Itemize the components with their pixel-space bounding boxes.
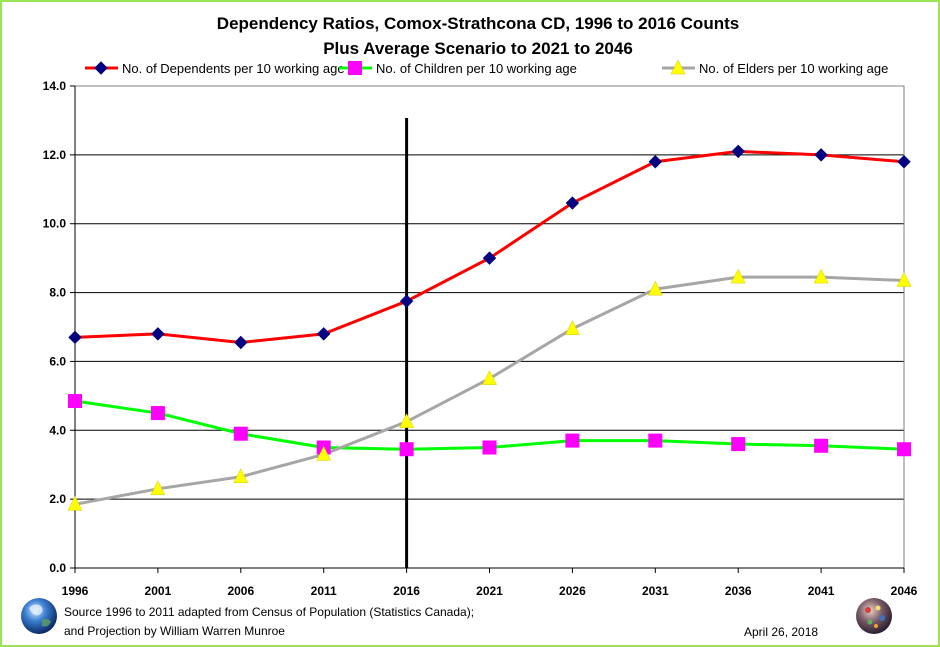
legend-label-0: No. of Dependents per 10 working age: [122, 61, 345, 76]
x-tick-label-2011: 2011: [311, 584, 337, 598]
chart-subtitle: Plus Average Scenario to 2021 to 2046: [323, 39, 633, 58]
series-1-point-2016: [399, 442, 414, 457]
y-tick-label-7: 14.0: [43, 79, 67, 93]
x-tick-label-2021: 2021: [476, 584, 503, 598]
date-stamp: April 26, 2018: [744, 625, 818, 639]
chart-title: Dependency Ratios, Comox-Strathcona CD, …: [217, 14, 739, 33]
mosaic-sphere-icon: [856, 598, 892, 634]
x-tick-label-2006: 2006: [227, 584, 254, 598]
series-2-point-2016: [399, 413, 415, 428]
series-line-2: [74, 275, 905, 506]
y-tick-label-5: 10.0: [43, 217, 67, 231]
x-tick-label-2036: 2036: [725, 584, 752, 598]
series-line-0: [74, 149, 905, 344]
series-2-point-2036: [730, 268, 746, 284]
legend-marker-2: [670, 59, 686, 75]
y-tick-label-2: 4.0: [49, 423, 66, 437]
legend-label-1: No. of Children per 10 working age: [376, 61, 577, 76]
series-1-point-2041: [814, 438, 829, 453]
earth-globe-icon: [21, 598, 57, 634]
series-1-point-2026: [565, 433, 580, 448]
x-tick-label-2001: 2001: [145, 584, 172, 598]
series-2-point-2026: [564, 320, 580, 335]
y-tick-label-1: 2.0: [49, 492, 66, 506]
source-line-1: Source 1996 to 2011 adapted from Census …: [64, 605, 474, 619]
x-tick-label-2031: 2031: [642, 584, 669, 598]
plot-area: 0.0 2.0 4.0 6.0 8.0 10.0 12.0 14.0 1996 2001 2006 2…: [43, 79, 918, 598]
series-2-point-2011: [316, 445, 332, 461]
series-0-point-2026: [565, 196, 580, 210]
series-0-point-2046: [897, 155, 911, 169]
series-0-point-2016: [399, 294, 414, 308]
series-1-point-2001: [150, 406, 165, 421]
legend: No. of Dependents per 10 working age No. …: [85, 59, 888, 76]
x-tick-label-1996: 1996: [62, 584, 89, 598]
x-tick-label-2046: 2046: [891, 584, 918, 598]
x-tick-label-2026: 2026: [559, 584, 586, 598]
series-0-point-2001: [151, 327, 165, 341]
series-0-point-2031: [648, 155, 663, 169]
legend-marker-0: [94, 61, 108, 75]
y-tick-label-4: 8.0: [49, 286, 66, 300]
series-2-point-2006: [233, 468, 249, 484]
series-2-point-2031: [647, 280, 663, 296]
plot-border: [74, 85, 905, 569]
series-2-point-2041: [813, 268, 829, 284]
x-tick-label-2016: 2016: [393, 584, 420, 598]
series-0-point-1996: [68, 330, 82, 345]
series-0-point-2041: [814, 148, 828, 162]
series-2-point-2021: [482, 370, 497, 385]
series-1-point-2031: [648, 433, 663, 448]
series-2-point-2046: [896, 271, 912, 287]
y-tick-label-3: 6.0: [49, 354, 66, 368]
series-1-point-2021: [482, 440, 497, 455]
series-1-point-2006: [233, 426, 248, 441]
series-2-point-1996: [67, 495, 83, 511]
y-tick-label-6: 12.0: [43, 148, 67, 162]
series-0-point-2006: [234, 335, 248, 350]
series-1-point-2036: [731, 437, 746, 452]
series-2-point-2001: [150, 480, 166, 496]
series-1-point-1996: [68, 394, 82, 409]
x-tick-label-2041: 2041: [808, 584, 835, 598]
legend-label-2: No. of Elders per 10 working age: [699, 61, 888, 76]
source-line-2: and Projection by William Warren Munroe: [64, 624, 285, 638]
series-0-point-2036: [731, 144, 745, 159]
series-0-point-2021: [482, 251, 497, 265]
legend-marker-1: [348, 61, 362, 75]
series-1-point-2046: [897, 442, 911, 457]
series-0-point-2011: [316, 327, 331, 341]
y-tick-label-0: 0.0: [49, 561, 66, 575]
